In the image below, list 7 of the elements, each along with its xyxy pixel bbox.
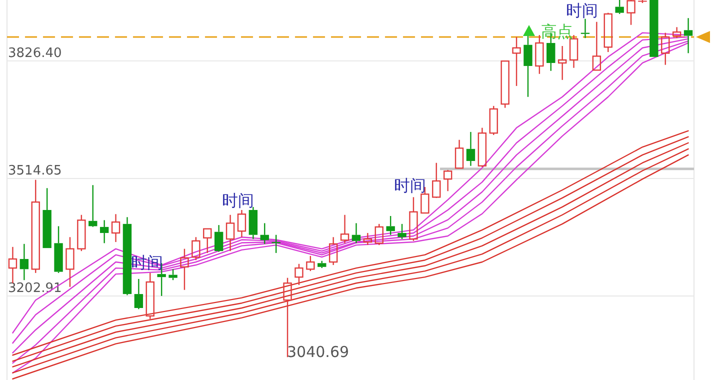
annotation: 时间 xyxy=(222,191,254,210)
annotation: 高点 xyxy=(541,22,573,41)
y-tick-label: 3514.65 xyxy=(8,163,62,178)
annotation: 时间 xyxy=(566,1,598,20)
annotation: 时间 xyxy=(394,176,426,195)
y-tick-label: 3826.40 xyxy=(8,46,62,61)
annotation: 3040.69 xyxy=(287,343,350,361)
